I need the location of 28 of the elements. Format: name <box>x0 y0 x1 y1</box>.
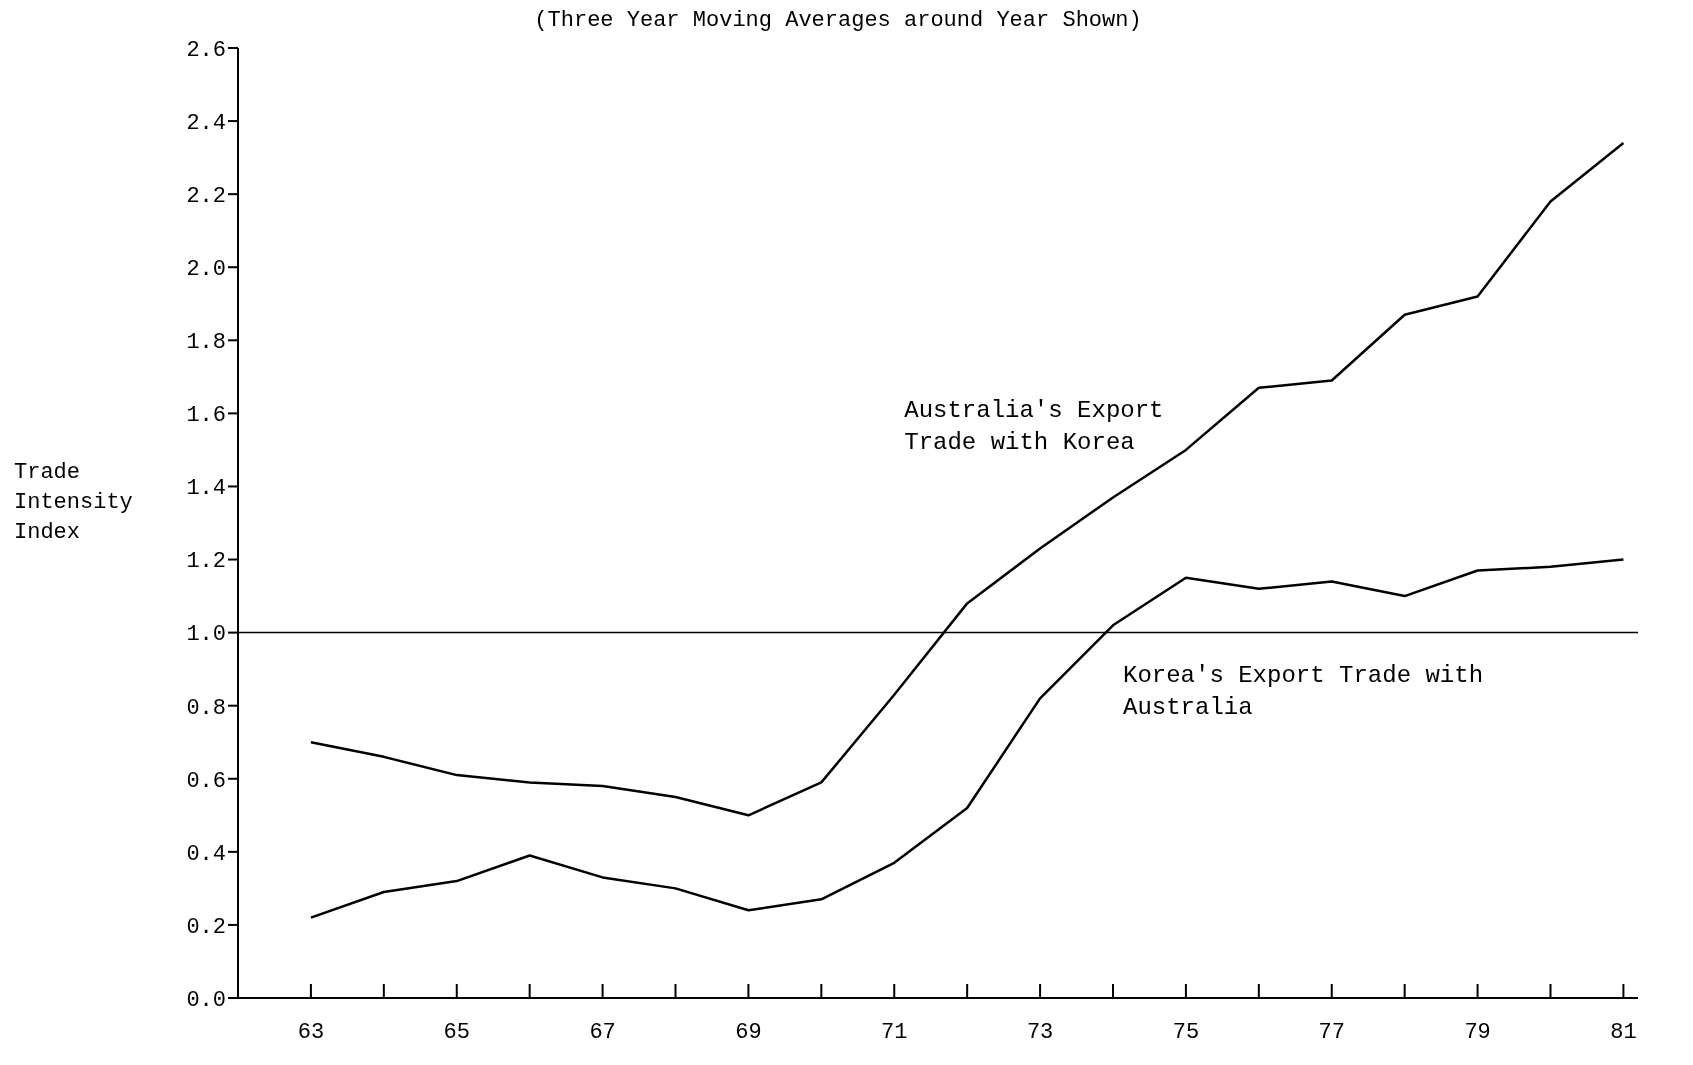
y-tick-label: 1.6 <box>186 403 226 429</box>
y-tick-label: 0.8 <box>186 695 226 721</box>
y-tick-label: 0.4 <box>186 841 226 867</box>
x-tick-label: 65 <box>443 1019 470 1045</box>
y-tick-label: 0.0 <box>186 987 226 1013</box>
x-tick-label: 77 <box>1318 1019 1345 1045</box>
y-tick-label: 1.8 <box>186 330 226 356</box>
x-tick-label: 75 <box>1172 1019 1200 1045</box>
x-tick-label: 67 <box>589 1019 616 1045</box>
x-tick-label: 81 <box>1610 1019 1637 1045</box>
x-tick-label: 69 <box>735 1019 762 1045</box>
y-tick-label: 0.2 <box>186 914 226 940</box>
x-tick-label: 73 <box>1026 1019 1054 1045</box>
y-axis-title: Trade Intensity Index <box>14 459 134 548</box>
x-tick-label: 79 <box>1464 1019 1491 1045</box>
y-tick-label: 2.4 <box>186 110 226 136</box>
series-label: Australia's Export Trade with Korea <box>904 395 1165 458</box>
chart-subtitle: (Three Year Moving Averages around Year Shown) <box>533 8 1143 33</box>
y-tick-label: 1.0 <box>186 622 226 648</box>
y-tick-label: 1.4 <box>186 476 226 502</box>
y-tick-label: 2.2 <box>186 183 226 209</box>
y-tick-label: 1.2 <box>186 549 226 575</box>
x-tick-label: 71 <box>881 1019 908 1045</box>
x-tick-label: 63 <box>297 1019 325 1045</box>
y-tick-label: 0.6 <box>186 768 226 794</box>
y-tick-label: 2.6 <box>186 37 226 63</box>
y-tick-label: 2.0 <box>186 257 226 283</box>
series-label: Korea's Export Trade with Australia <box>1123 661 1485 724</box>
